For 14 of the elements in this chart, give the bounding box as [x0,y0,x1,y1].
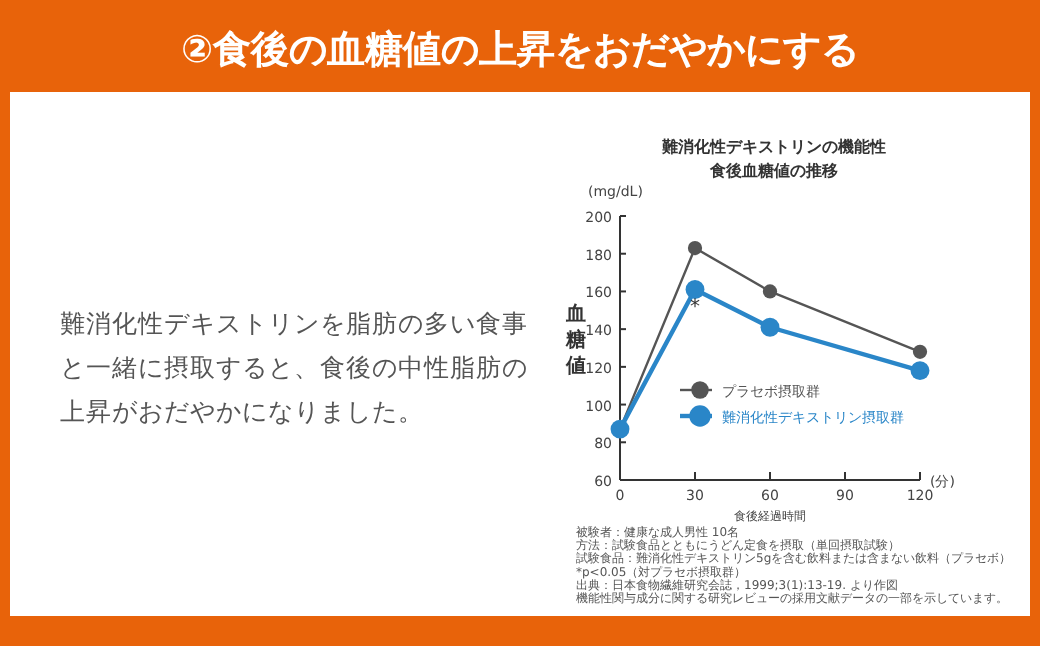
chart-title: ②食後の血糖値の上昇をおだやかにする [180,28,860,72]
point [762,284,778,299]
text: と一緒に摂取すると、食後の中性脂肪の [60,352,528,382]
point [687,240,703,256]
annotation: * [690,296,700,319]
point [685,280,705,299]
text: 難消化性デキストリンを脂肪の多い食事 [60,308,528,338]
text: 食後血糖値の推移 [708,162,838,180]
text: 上昇がおだやかになりました。 [60,396,424,426]
chart-subtitle: 難消化性デキストリンの機能性 [660,138,886,156]
point [910,361,930,381]
point [760,317,780,337]
point [912,344,928,359]
y-axis-title: 血糖値 [564,302,586,378]
